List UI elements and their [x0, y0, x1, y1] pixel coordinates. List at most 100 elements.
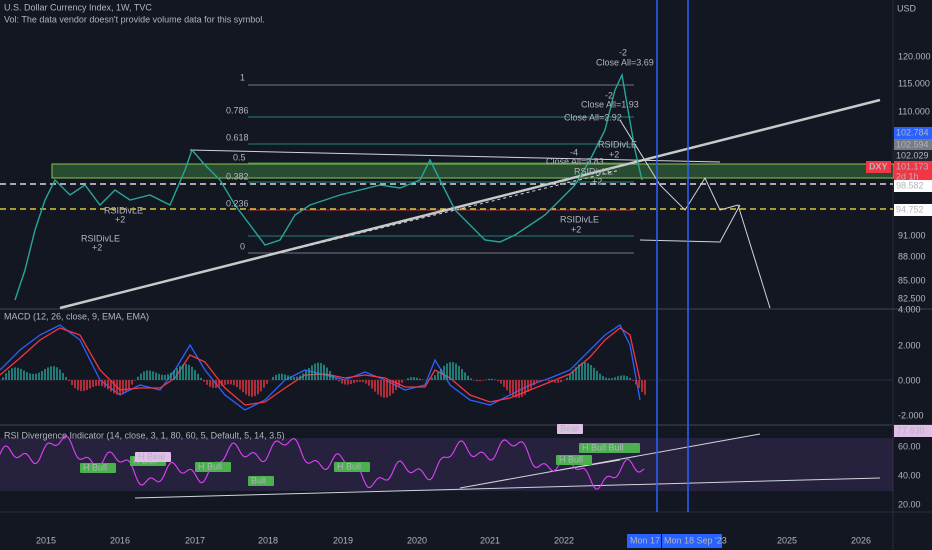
- histogram-bar: [221, 380, 223, 387]
- rsi-tag-bg: [894, 425, 932, 437]
- histogram-bar: [251, 380, 253, 397]
- histogram-bar: [290, 376, 292, 380]
- rsi-signal: H Bull: [337, 461, 361, 471]
- rsi-signal: H Bull: [559, 454, 583, 464]
- histogram-bar: [341, 380, 343, 384]
- histogram-bar: [395, 380, 397, 391]
- histogram-bar: [503, 380, 505, 387]
- price-tag-bg: [894, 150, 932, 162]
- histogram-bar: [203, 380, 205, 382]
- price-axis-label: 85.000: [898, 275, 926, 285]
- rsi-axis-label: 20.00: [898, 499, 921, 509]
- histogram-bar: [428, 379, 430, 380]
- histogram-bar: [560, 380, 562, 383]
- histogram-bar: [605, 377, 607, 380]
- histogram-bar: [551, 380, 553, 383]
- year-label: 2022: [554, 535, 574, 545]
- macd-axis-label: -2.000: [898, 410, 924, 420]
- signal-bg: [557, 424, 583, 434]
- histogram-bar: [314, 363, 316, 380]
- histogram-bar: [176, 368, 178, 380]
- histogram-bar: [608, 378, 610, 380]
- year-label: 2026: [851, 535, 871, 545]
- histogram-bar: [521, 380, 523, 397]
- histogram-bar: [329, 371, 331, 380]
- histogram-bar: [155, 372, 157, 380]
- histogram-bar: [509, 380, 511, 394]
- volume-note: Vol: The data vendor doesn't provide vol…: [4, 14, 265, 24]
- histogram-bar: [530, 380, 532, 389]
- strategy-annotation: -4: [570, 147, 578, 157]
- histogram-bar: [611, 377, 613, 380]
- histogram-bar: [20, 368, 22, 380]
- histogram-bar: [47, 367, 49, 380]
- symbol-title: U.S. Dollar Currency Index, 1W, TVC: [4, 2, 152, 12]
- histogram-bar: [539, 380, 541, 382]
- support-zone: [51, 163, 895, 179]
- year-label: 2021: [480, 535, 500, 545]
- histogram-bar: [122, 380, 124, 395]
- histogram-bar: [92, 380, 94, 388]
- histogram-bar: [359, 380, 361, 382]
- price-axis-label: 82.500: [898, 293, 926, 303]
- histogram-bar: [197, 373, 199, 380]
- histogram-bar: [23, 370, 25, 380]
- histogram-bar: [494, 379, 496, 380]
- symbol-tag-bg: [866, 161, 891, 173]
- histogram-bar: [389, 380, 391, 397]
- rsi-axis-label: 77.630: [897, 425, 925, 435]
- price-tag-bg: [894, 180, 932, 192]
- histogram-bar: [515, 380, 517, 398]
- histogram-bar: [263, 380, 265, 388]
- macd-axis-label: 2.000: [898, 340, 921, 350]
- histogram-bar: [17, 367, 19, 380]
- histogram-bar: [74, 380, 76, 389]
- histogram-bar: [377, 380, 379, 395]
- histogram-bar: [11, 368, 13, 380]
- histogram-bar: [635, 380, 637, 385]
- histogram-bar: [476, 380, 478, 382]
- histogram-bar: [266, 380, 268, 384]
- histogram-bar: [431, 377, 433, 380]
- histogram-bar: [179, 365, 181, 380]
- histogram-bar: [278, 373, 280, 380]
- histogram-bar: [2, 377, 4, 380]
- histogram-bar: [371, 380, 373, 389]
- histogram-bar: [95, 380, 97, 387]
- histogram-bar: [191, 366, 193, 380]
- histogram-bar: [533, 380, 535, 386]
- cursor-date: Mon 17: [630, 535, 660, 545]
- strategy-annotation: RSIDivLE: [560, 214, 599, 224]
- histogram-bar: [146, 370, 148, 380]
- histogram-bar: [98, 380, 100, 386]
- histogram-bar: [527, 380, 529, 392]
- histogram-bar: [470, 378, 472, 380]
- indicator-title: MACD (12, 26, close, 9, EMA, EMA): [4, 311, 149, 321]
- price-tag: 102.784: [896, 127, 929, 137]
- histogram-bar: [5, 373, 7, 380]
- histogram-bar: [299, 375, 301, 380]
- histogram-bar: [392, 380, 394, 394]
- histogram-bar: [50, 366, 52, 380]
- histogram-bar: [455, 363, 457, 380]
- fib-level: 0: [240, 241, 245, 251]
- histogram-bar: [368, 380, 370, 386]
- fib-level: 1: [240, 72, 245, 82]
- histogram-bar: [347, 380, 349, 385]
- histogram-bar: [398, 380, 400, 387]
- histogram-bar: [356, 380, 358, 383]
- histogram-bar: [65, 376, 67, 380]
- histogram-bar: [89, 380, 91, 389]
- price-axis-label: 120.000: [898, 51, 931, 61]
- histogram-bar: [170, 372, 172, 380]
- histogram-bar: [638, 380, 640, 389]
- histogram-bar: [584, 362, 586, 380]
- histogram-bar: [587, 363, 589, 380]
- symbol-tag: DXY: [869, 161, 888, 171]
- histogram-bar: [275, 374, 277, 380]
- histogram-bar: [518, 380, 520, 398]
- histogram-bar: [281, 373, 283, 380]
- histogram-bar: [80, 380, 82, 392]
- histogram-bar: [590, 365, 592, 380]
- histogram-bar: [173, 370, 175, 380]
